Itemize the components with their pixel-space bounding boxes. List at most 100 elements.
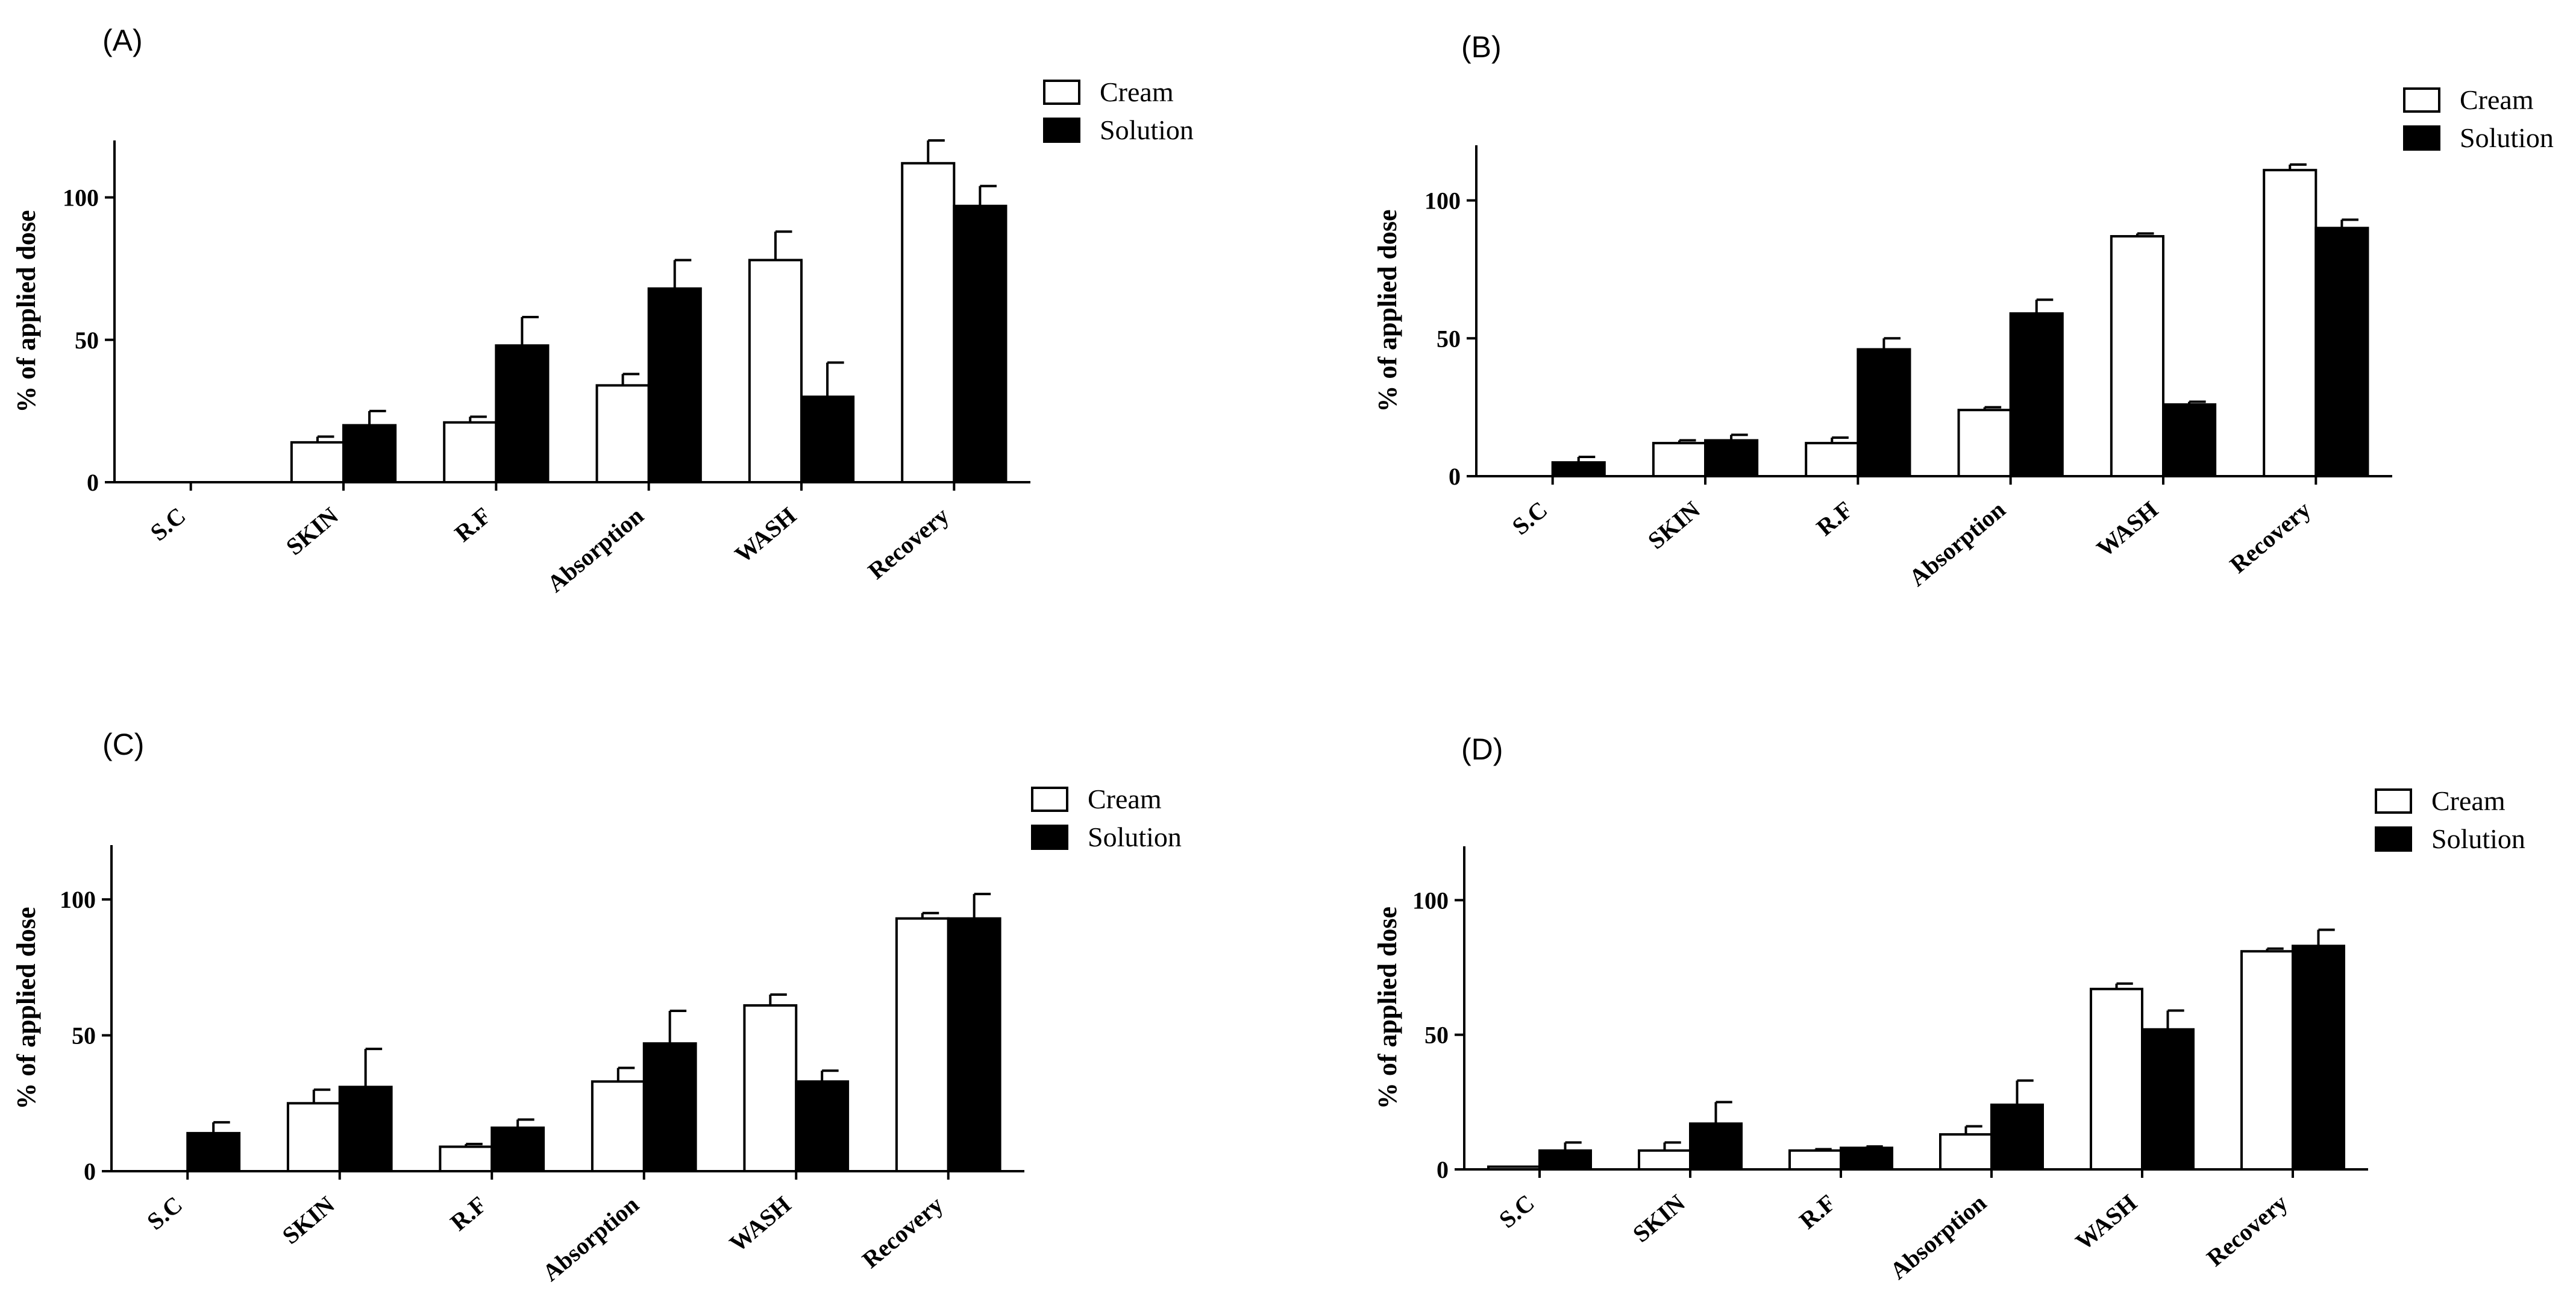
- bar-cream-4: [743, 1004, 798, 1173]
- bar-cream-3: [1957, 409, 2012, 478]
- y-tick-label: 50: [75, 327, 99, 354]
- category-label: Recovery: [863, 502, 954, 584]
- category-label: Absorption: [537, 1190, 644, 1286]
- bar-solution-3: [1990, 1103, 2044, 1171]
- legend-swatch-solution: [1031, 825, 1068, 850]
- bar-cream-4: [2090, 987, 2143, 1171]
- bar-cream-2: [1805, 442, 1860, 477]
- category-label: WASH: [730, 502, 801, 568]
- y-axis-title: % of applied dose: [1373, 907, 1402, 1109]
- legend-label-cream: Cream: [1088, 784, 1162, 814]
- category-label: Absorption: [1904, 495, 2010, 591]
- legend-label-solution: Solution: [2431, 823, 2525, 854]
- bar-solution-0: [1551, 461, 1606, 477]
- panel-label: (B): [1461, 30, 1502, 64]
- category-label: WASH: [724, 1190, 796, 1257]
- legend-swatch-cream: [1043, 80, 1080, 105]
- y-tick-label: 100: [60, 886, 96, 913]
- category-label: Absorption: [542, 502, 648, 597]
- bar-solution-3: [2009, 312, 2064, 477]
- category-label: SKIN: [1628, 1189, 1690, 1247]
- legend-label-cream: Cream: [1100, 77, 1174, 107]
- category-label: S.C: [145, 502, 191, 546]
- y-tick-label: 100: [1412, 887, 1449, 914]
- category-label: Recovery: [2201, 1189, 2292, 1271]
- bar-solution-4: [795, 1080, 850, 1172]
- category-label: Recovery: [2225, 495, 2316, 578]
- category-label: WASH: [2070, 1189, 2142, 1255]
- bar-cream-3: [591, 1080, 645, 1172]
- category-label: SKIN: [277, 1190, 340, 1249]
- y-tick-label: 0: [87, 469, 99, 496]
- panel-label: (D): [1461, 732, 1503, 766]
- legend-swatch-solution: [2375, 826, 2412, 852]
- y-tick-label: 50: [1437, 325, 1461, 352]
- y-tick-label: 50: [72, 1022, 96, 1049]
- category-label: R.F: [1811, 495, 1858, 541]
- bar-cream-4: [2110, 234, 2165, 477]
- category-label: S.C: [1494, 1189, 1540, 1233]
- legend-swatch-cream: [2403, 87, 2440, 113]
- bar-cream-2: [443, 421, 498, 484]
- panel-label: (C): [102, 728, 144, 761]
- y-axis-title: % of applied dose: [1373, 209, 1402, 412]
- chart-panel-2: (B) 0 50 100 % of applied dose S.C SKIN R.F Abso…: [1373, 30, 2554, 591]
- legend-label-solution: Solution: [2460, 122, 2554, 153]
- bar-cream-2: [1788, 1149, 1842, 1171]
- bar-solution-3: [642, 1042, 697, 1172]
- bar-solution-0: [186, 1131, 241, 1172]
- bar-cream-0: [1487, 1165, 1541, 1171]
- category-label: R.F: [450, 502, 496, 547]
- bar-cream-2: [439, 1145, 494, 1173]
- bar-cream-1: [286, 1102, 341, 1172]
- bar-solution-2: [1857, 348, 1911, 477]
- y-tick-label: 0: [1437, 1156, 1449, 1183]
- bar-cream-4: [748, 259, 803, 483]
- legend-swatch-cream: [1031, 787, 1068, 812]
- bar-solution-1: [342, 424, 397, 483]
- bar-solution-2: [495, 344, 550, 484]
- bar-solution-1: [338, 1086, 393, 1173]
- category-label: SKIN: [281, 502, 343, 560]
- bar-solution-5: [2292, 945, 2345, 1171]
- y-axis-title: % of applied dose: [11, 210, 41, 412]
- bar-cream-5: [2263, 169, 2317, 477]
- bar-cream-3: [1939, 1133, 1993, 1171]
- category-label: R.F: [1794, 1189, 1840, 1234]
- legend-swatch-solution: [1043, 118, 1080, 143]
- legend-swatch-cream: [2375, 788, 2412, 814]
- bar-cream-5: [2240, 950, 2294, 1171]
- legend-label-solution: Solution: [1100, 115, 1194, 145]
- bar-cream-5: [901, 162, 956, 483]
- y-tick-label: 0: [1449, 463, 1461, 490]
- bar-cream-3: [595, 384, 650, 483]
- bar-solution-1: [1704, 439, 1759, 478]
- category-label: S.C: [1507, 495, 1553, 540]
- legend-label-solution: Solution: [1088, 822, 1182, 852]
- y-tick-label: 100: [63, 184, 99, 212]
- bar-solution-1: [1689, 1122, 1743, 1171]
- bar-solution-5: [2314, 227, 2369, 477]
- bar-solution-4: [800, 395, 855, 483]
- category-label: SKIN: [1643, 495, 1705, 554]
- chart-panel-3: (C) 0 50 100 % of applied dose S.C SKIN R.F Abso…: [11, 728, 1182, 1286]
- y-axis-title: % of applied dose: [11, 907, 41, 1109]
- chart-panel-1: (A) 0 50 100 % of applied dose S.C SKIN R.F Abso…: [11, 24, 1194, 597]
- bar-solution-4: [2162, 403, 2217, 477]
- bar-cream-5: [895, 917, 950, 1172]
- category-label: Recovery: [857, 1190, 948, 1273]
- category-label: S.C: [142, 1190, 187, 1235]
- bar-solution-2: [1840, 1146, 1893, 1171]
- category-label: Absorption: [1885, 1189, 1992, 1285]
- category-label: WASH: [2092, 495, 2163, 562]
- bar-solution-0: [1538, 1149, 1592, 1171]
- panel-label: (A): [102, 24, 143, 57]
- bar-solution-2: [490, 1126, 545, 1173]
- category-label: R.F: [445, 1190, 492, 1236]
- bar-solution-3: [647, 287, 702, 483]
- legend-label-cream: Cream: [2431, 785, 2505, 816]
- bar-solution-5: [947, 917, 1001, 1172]
- legend-label-cream: Cream: [2460, 84, 2534, 115]
- bar-cream-1: [290, 441, 345, 483]
